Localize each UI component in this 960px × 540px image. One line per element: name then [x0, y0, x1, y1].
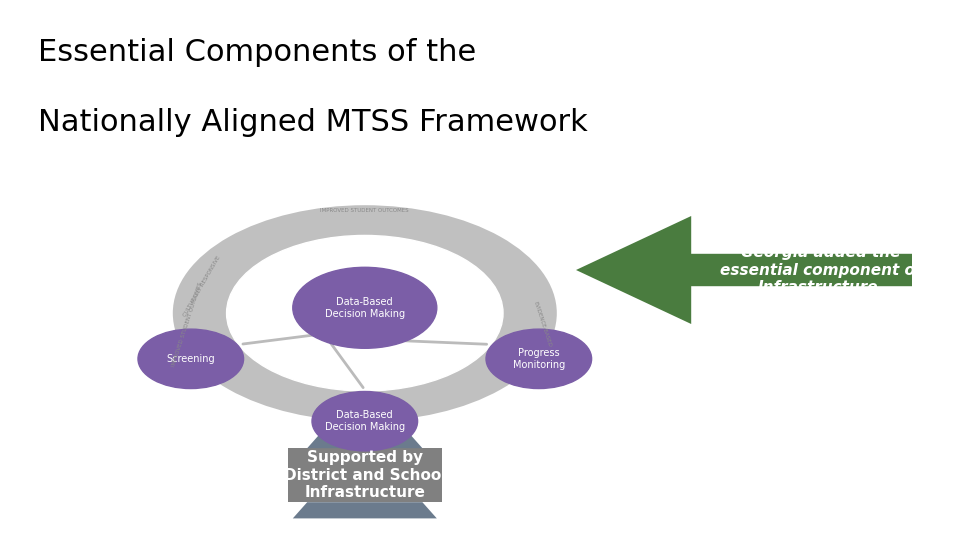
Text: Screening: Screening: [166, 354, 215, 364]
Text: Nationally Aligned MTSS Framework: Nationally Aligned MTSS Framework: [38, 108, 588, 137]
Circle shape: [486, 329, 591, 389]
Text: Data-Based
Decision Making: Data-Based Decision Making: [324, 410, 405, 432]
FancyBboxPatch shape: [288, 448, 442, 502]
Text: IMPROVED STUDENT OUTCOMES: IMPROVED STUDENT OUTCOMES: [321, 208, 409, 213]
Text: Georgia added the
essential component of
Infrastructure.: Georgia added the essential component of…: [720, 245, 922, 295]
Text: Supported by
District and School
Infrastructure: Supported by District and School Infrast…: [283, 450, 446, 500]
Polygon shape: [293, 502, 437, 518]
Text: Essential Components of the: Essential Components of the: [38, 38, 477, 67]
Text: Data-Based
Decision Making: Data-Based Decision Making: [324, 297, 405, 319]
Circle shape: [227, 235, 503, 391]
Polygon shape: [307, 432, 422, 448]
Text: Progress
Monitoring: Progress Monitoring: [513, 348, 564, 370]
Circle shape: [312, 392, 418, 451]
Text: CULTURALLY RESPONSIVE: CULTURALLY RESPONSIVE: [182, 255, 221, 318]
Text: IMPROVED STUDENT OUTCOMES: IMPROVED STUDENT OUTCOMES: [171, 281, 204, 367]
Circle shape: [173, 205, 557, 421]
Text: EVIDENCE-BASED: EVIDENCE-BASED: [533, 300, 552, 348]
Polygon shape: [576, 216, 912, 324]
Circle shape: [138, 329, 244, 389]
Circle shape: [293, 267, 437, 348]
